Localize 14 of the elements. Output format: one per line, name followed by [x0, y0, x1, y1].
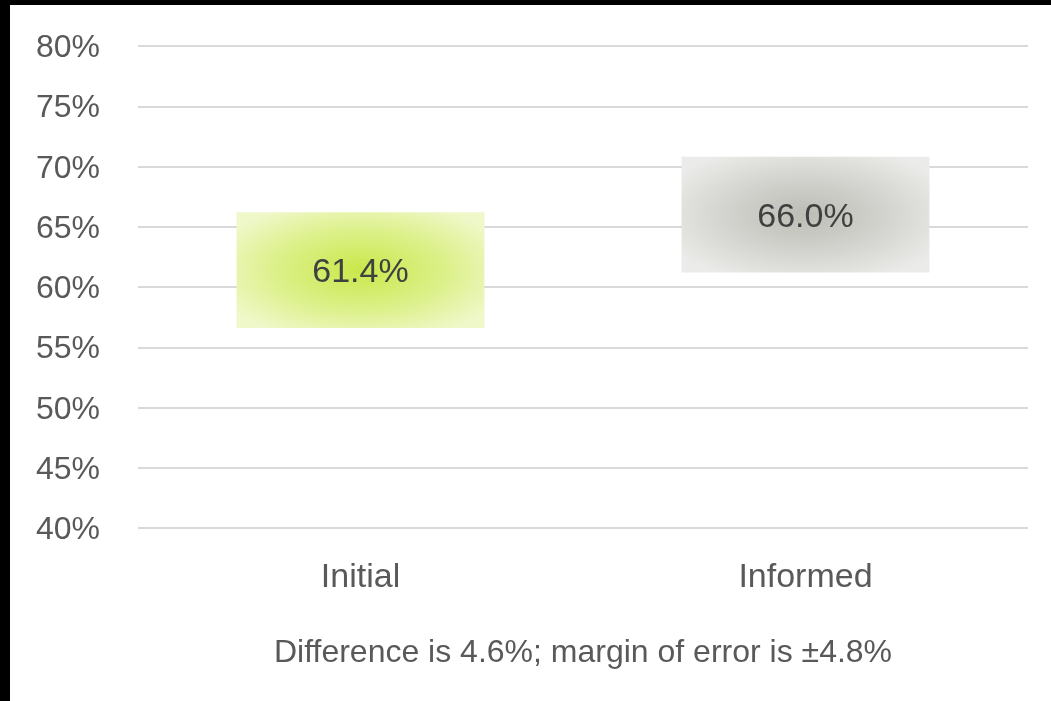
y-tick-label: 60% [35, 269, 100, 305]
annotation: 61.4% [312, 251, 409, 290]
y-tick-label: 65% [35, 208, 100, 245]
y-tick-label: 55% [35, 329, 100, 366]
text: Difference is 4.6%; margin of error is ±4.8% [273, 633, 893, 669]
y-tick-label: 45% [35, 449, 100, 486]
y-tick-label: 70% [35, 148, 100, 185]
y-tick-label: 40% [35, 510, 100, 546]
annotation: 66.0% [757, 195, 854, 234]
y-tick-label: 80% [35, 28, 100, 64]
y-tick-label: 50% [35, 389, 100, 426]
y-tick-label: 75% [35, 88, 100, 125]
x-tick-label: Initial [320, 556, 401, 594]
x-tick-label: Informed [738, 556, 873, 594]
